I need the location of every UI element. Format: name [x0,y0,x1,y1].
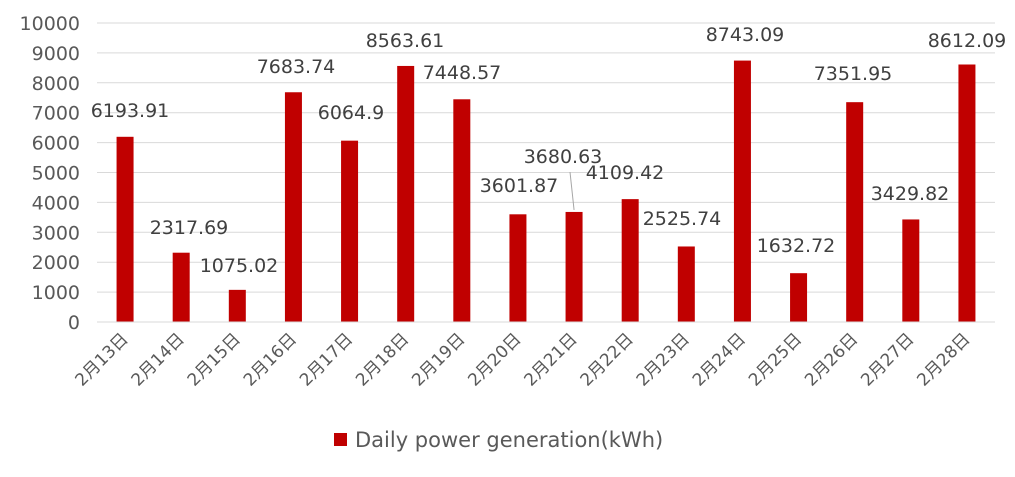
data-label: 2525.74 [643,208,722,230]
bar [958,64,976,323]
x-tick-label: 2月13日 [71,329,132,390]
x-tick-label: 2月27日 [857,329,918,390]
data-label: 1075.02 [200,255,279,277]
bar [172,252,190,322]
data-label-leader-line [569,171,575,211]
y-tick-label: 4000 [32,192,80,214]
data-label: 8612.09 [928,30,1007,52]
bar [733,60,751,323]
bar [228,289,246,322]
bars [116,60,976,323]
y-tick-label: 10000 [20,13,80,35]
x-tick-label: 2月24日 [689,329,750,390]
y-tick-label: 2000 [32,252,80,274]
data-label: 7448.57 [423,62,502,84]
x-tick-label: 2月28日 [913,329,974,390]
x-tick-label: 2月23日 [633,329,694,390]
bar [565,211,583,322]
data-label: 1632.72 [757,235,836,257]
data-labels: 6193.91 2317.69 1075.02 7683.74 6064.9 8563.6… [91,24,1007,277]
bar [790,273,808,322]
x-tick-label: 2月22日 [577,329,638,390]
legend-label: Daily power generation(kWh) [355,428,663,452]
x-tick-label: 2月19日 [408,329,469,390]
x-tick-label: 2月14日 [128,329,189,390]
y-tick-labels: 0 1000 2000 3000 4000 5000 6000 7000 8000 9000 100… [20,13,80,334]
x-tick-label: 2月17日 [296,329,357,390]
data-label: 6064.9 [318,102,384,124]
bar [846,102,864,322]
bar [453,99,471,323]
x-tick-label: 2月18日 [352,329,413,390]
y-tick-label: 3000 [32,222,80,244]
y-tick-label: 0 [68,312,80,334]
y-tick-label: 1000 [32,282,80,304]
data-label: 8743.09 [706,24,785,46]
bar [341,140,359,322]
data-label: 3429.82 [871,183,950,205]
x-tick-label: 2月26日 [801,329,862,390]
legend-swatch [334,433,347,446]
y-tick-label: 7000 [32,103,80,125]
bar [284,92,302,323]
data-label: 7683.74 [257,56,336,78]
data-label: 8563.61 [366,30,445,52]
bar [509,214,527,322]
legend: Daily power generation(kWh) [334,428,663,452]
x-tick-label: 2月15日 [184,329,245,390]
y-tick-label: 6000 [32,133,80,155]
data-label: 2317.69 [150,217,229,239]
x-tick-label: 2月20日 [464,329,525,390]
bar [397,65,415,322]
bar [621,199,639,322]
data-label: 7351.95 [814,63,893,85]
bar [116,136,134,322]
data-label: 6193.91 [91,100,170,122]
x-tick-label: 2月21日 [520,329,581,390]
bar [902,219,920,322]
x-tick-labels: 2月13日2月14日2月15日2月16日2月17日2月18日2月19日2月20日… [71,329,974,390]
data-label: 3601.87 [480,175,559,197]
data-label: 4109.42 [586,162,665,184]
x-tick-label: 2月16日 [240,329,301,390]
y-tick-label: 5000 [32,163,80,185]
gridlines [97,22,995,293]
y-tick-label: 9000 [32,43,80,65]
bar [677,246,695,322]
x-tick-label: 2月25日 [745,329,806,390]
y-tick-label: 8000 [32,73,80,95]
data-label: 3680.63 [524,146,603,168]
